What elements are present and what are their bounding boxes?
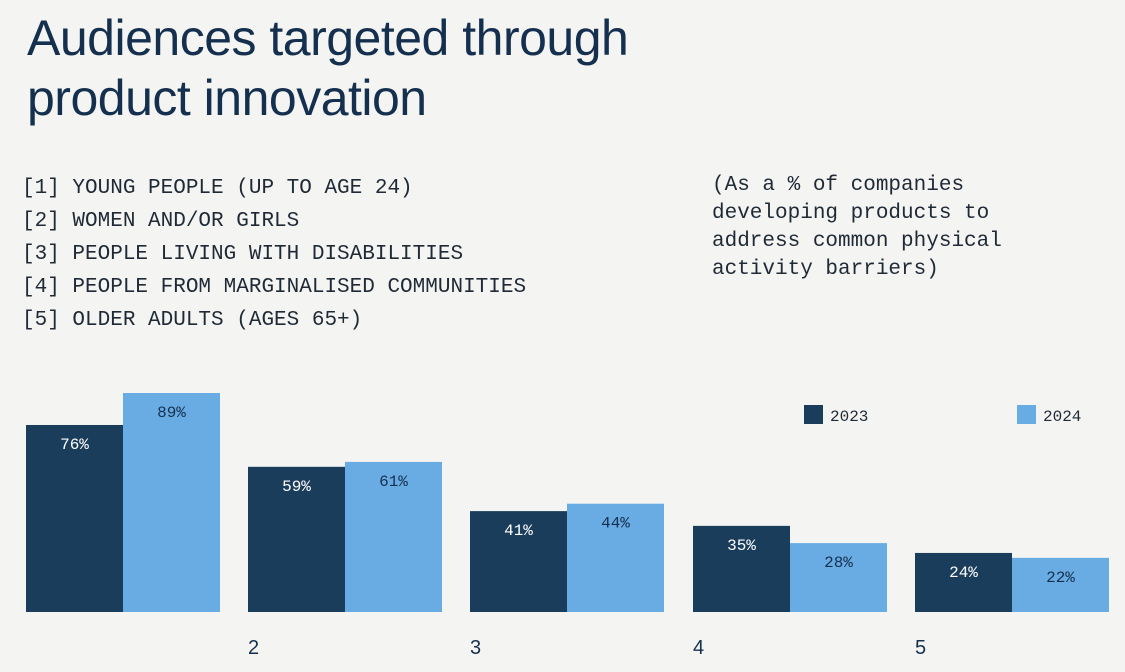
- bar-2024-cat-1: [123, 393, 220, 612]
- subtitle-line-1: (As a % of companies: [712, 174, 965, 197]
- category-tick-label: 3: [470, 637, 481, 659]
- chart-title: Audiences targeted through product innov…: [27, 8, 787, 128]
- bar-2024-cat-4: [790, 543, 887, 612]
- bar-2023-cat-5: [915, 552, 1012, 612]
- bar-value-label: 41%: [504, 522, 533, 540]
- bar-2023-cat-4: [693, 525, 790, 612]
- bar-2023-cat-2: [248, 466, 345, 612]
- legend-label-2024: 2024: [1043, 408, 1081, 426]
- bar-value-label: 59%: [282, 478, 311, 496]
- bar-2024-cat-3: [567, 503, 664, 612]
- bar-value-label: 28%: [824, 554, 853, 572]
- subtitle-line-2: developing products to: [712, 202, 990, 225]
- category-key-list: [1] YOUNG PEOPLE (UP TO AGE 24) [2] WOME…: [22, 172, 526, 337]
- bar-value-label: 89%: [157, 404, 186, 422]
- bar-value-label: 35%: [727, 537, 756, 555]
- bar-2024-cat-5: [1012, 557, 1109, 612]
- category-key-1: [1] YOUNG PEOPLE (UP TO AGE 24): [22, 177, 413, 200]
- title-line-1: Audiences targeted through: [27, 10, 629, 66]
- chart-subtitle: (As a % of companies developing products…: [712, 172, 1092, 284]
- category-labels: 2 3 4 5: [248, 637, 926, 659]
- bar-value-label: 76%: [60, 436, 89, 454]
- bar-value-label: 22%: [1046, 569, 1075, 587]
- bar-2023-cat-1: [26, 424, 123, 612]
- subtitle-line-3: address common physical: [712, 230, 1002, 253]
- bar-value-label: 61%: [379, 473, 408, 491]
- category-tick-label: 5: [915, 637, 926, 659]
- category-key-2: [2] WOMEN AND/OR GIRLS: [22, 210, 300, 233]
- bar-value-label: 24%: [949, 564, 978, 582]
- category-tick-label: 4: [693, 637, 704, 659]
- bar-2023-cat-3: [470, 511, 567, 612]
- subtitle-line-4: activity barriers): [712, 258, 939, 281]
- legend-swatch-2024: [1017, 405, 1036, 424]
- category-tick-label: 2: [248, 637, 259, 659]
- category-key-5: [5] OLDER ADULTS (AGES 65+): [22, 309, 363, 332]
- series-legend: 2023 2024: [804, 405, 1081, 426]
- category-key-4: [4] PEOPLE FROM MARGINALISED COMMUNITIES: [22, 276, 527, 299]
- bar-value-label: 44%: [601, 515, 630, 533]
- category-key-3: [3] PEOPLE LIVING WITH DISABILITIES: [22, 243, 464, 266]
- legend-swatch-2023: [804, 405, 823, 424]
- legend-label-2023: 2023: [830, 408, 868, 426]
- bar-2024-cat-2: [345, 461, 442, 612]
- title-line-2: product innovation: [27, 70, 427, 126]
- bars-group: 76% 89% 59% 61% 41% 44% 35% 28% 24% 22%: [26, 393, 1109, 612]
